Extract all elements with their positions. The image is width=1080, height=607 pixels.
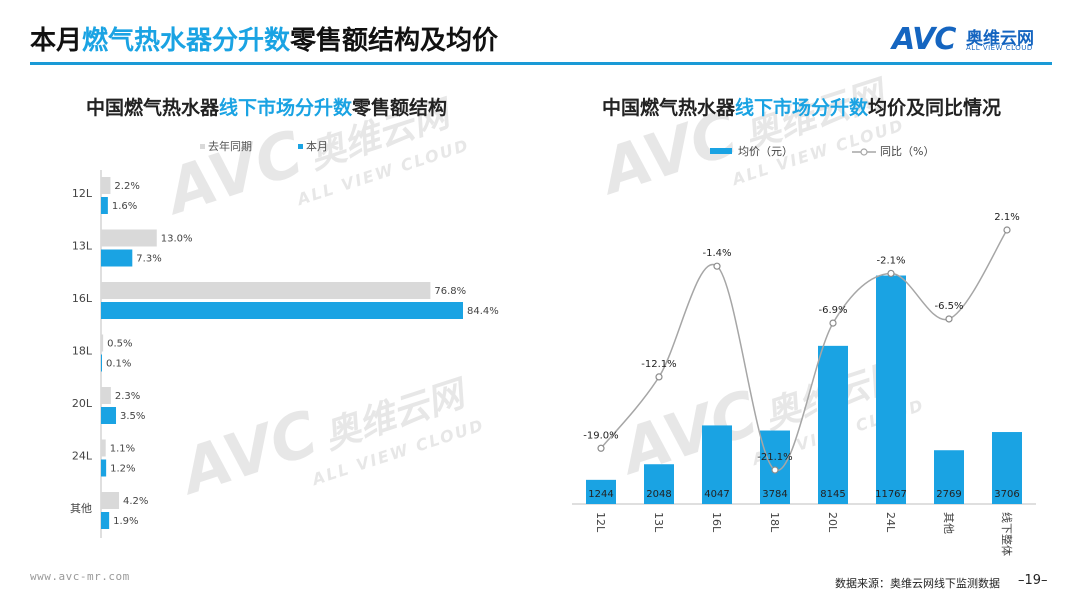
yoy-label: -1.4%	[702, 248, 731, 259]
bar-value-label: 84.4%	[467, 306, 499, 317]
bar-value-label: 0.1%	[106, 359, 131, 370]
bar-this-month	[101, 407, 117, 424]
price-bar-label: 3784	[762, 489, 787, 500]
yoy-point	[713, 262, 721, 270]
price-bar-label: 2048	[646, 489, 671, 500]
price-bar-label: 11767	[875, 489, 907, 500]
page-number: –19–	[1018, 573, 1048, 588]
bar-value-label: 4.2%	[123, 496, 148, 507]
legend-label-yoy: 同比（%）	[880, 145, 934, 158]
legend-label-this-month: 本月	[306, 139, 328, 153]
bar-value-label: 3.5%	[120, 411, 145, 422]
category-label: 13L	[72, 240, 93, 253]
bar-this-month	[101, 512, 110, 529]
price-bar-label: 1244	[588, 489, 613, 500]
bar-last-year	[101, 387, 111, 404]
avc-logo: AVC 奥维云网 ALL VIEW CLOUD	[892, 22, 1062, 58]
bar-this-month	[101, 354, 102, 372]
bar-last-year	[101, 439, 106, 457]
x-tick-label: 13L	[652, 512, 665, 533]
avg-price-combo-chart: 均价（元） 同比（%） 1244 2048 4047 3784 8145 11767 2769 3…	[572, 145, 1036, 556]
bar-value-label: 76.8%	[434, 286, 466, 297]
bar-value-label: 2.2%	[114, 181, 139, 192]
yoy-label: -19.0%	[583, 430, 618, 441]
yoy-label: -2.1%	[876, 255, 905, 266]
legend-marker-yoy	[860, 148, 868, 156]
price-bar	[876, 275, 906, 504]
category-label: 12L	[72, 187, 93, 200]
bar-value-label: 1.6%	[112, 201, 137, 212]
price-bar-label: 8145	[820, 489, 845, 500]
x-tick-label: 12L	[594, 512, 607, 533]
bar-value-label: 1.2%	[110, 464, 135, 475]
category-label: 其他	[70, 502, 92, 515]
bar-this-month	[101, 302, 463, 319]
bar-value-label: 2.3%	[115, 391, 140, 402]
left-chart-title: 中国燃气热水器线下市场分升数零售额结构	[86, 97, 448, 119]
legend-swatch-avg-price	[710, 148, 732, 154]
structure-bar-chart: 去年同期 本月 12L 2.2% 1.6% 13L 13.0%7.3% 16L 76.8%84.…	[70, 139, 499, 538]
price-bar	[702, 425, 732, 504]
price-bar	[992, 432, 1022, 504]
yoy-point	[887, 269, 895, 278]
x-tick-label: 16L	[710, 512, 723, 533]
price-bar-label: 3706	[994, 489, 1019, 500]
yoy-label: -6.9%	[818, 305, 847, 316]
page-title: 本月燃气热水器分升数零售额结构及均价	[30, 20, 498, 57]
title-part1: 本月	[30, 26, 83, 56]
yoy-label: -21.1%	[757, 452, 792, 463]
yoy-line	[600, 229, 1008, 471]
title-highlight: 燃气热水器分升数	[82, 26, 291, 56]
logo-mark: AVC	[892, 22, 956, 57]
category-label: 16L	[72, 292, 93, 305]
title-part2: 零售额结构及均价	[290, 26, 499, 56]
bar-last-year	[101, 177, 111, 194]
category-label: 20L	[72, 397, 93, 410]
yoy-point	[771, 466, 779, 474]
yoy-point	[597, 444, 605, 452]
category-label: 18L	[72, 345, 93, 358]
bar-value-label: 1.1%	[110, 444, 135, 455]
legend-label-last-year: 去年同期	[208, 139, 252, 153]
legend-swatch-last-year	[200, 144, 205, 149]
bar-last-year	[101, 282, 431, 299]
yoy-point	[945, 315, 953, 323]
bar-value-label: 0.5%	[107, 339, 132, 350]
x-tick-label: 24L	[884, 512, 897, 533]
bar-last-year	[101, 334, 104, 352]
bar-this-month	[101, 459, 107, 477]
x-tick-label: 线下整体	[1000, 512, 1014, 556]
yoy-label: 2.1%	[994, 212, 1019, 223]
x-tick-label: 20L	[826, 512, 839, 533]
price-bar	[934, 450, 964, 504]
yoy-point	[829, 319, 837, 327]
right-chart-title: 中国燃气热水器线下市场分升数均价及同比情况	[602, 97, 1002, 119]
x-tick-label: 其他	[942, 512, 955, 534]
footer-url[interactable]: www.avc-mr.com	[30, 570, 130, 583]
price-bar-label: 2769	[936, 489, 961, 500]
data-source-note: 数据来源：奥维云网线下监测数据	[835, 577, 1000, 590]
price-bar	[586, 479, 616, 504]
yoy-point	[655, 373, 663, 381]
bar-last-year	[101, 492, 120, 509]
logo-en: ALL VIEW CLOUD	[966, 44, 1033, 52]
bar-value-label: 7.3%	[136, 254, 161, 265]
bar-this-month	[101, 197, 108, 214]
legend-swatch-this-month	[298, 144, 303, 149]
x-tick-label: 18L	[768, 512, 781, 533]
title-divider	[30, 62, 1052, 65]
yoy-label: -6.5%	[934, 301, 963, 312]
bar-value-label: 13.0%	[161, 234, 193, 245]
price-bar	[644, 464, 674, 504]
yoy-label: -12.1%	[641, 359, 676, 370]
category-label: 24L	[72, 450, 93, 463]
logo-cn: 奥维云网	[966, 29, 1034, 49]
bar-value-label: 1.9%	[113, 516, 138, 527]
price-bar	[818, 345, 848, 504]
legend-label-avg-price: 均价（元）	[738, 145, 793, 158]
bar-last-year	[101, 229, 157, 247]
price-bar-label: 4047	[704, 489, 729, 500]
bar-this-month	[101, 249, 133, 267]
yoy-point	[1003, 226, 1011, 234]
